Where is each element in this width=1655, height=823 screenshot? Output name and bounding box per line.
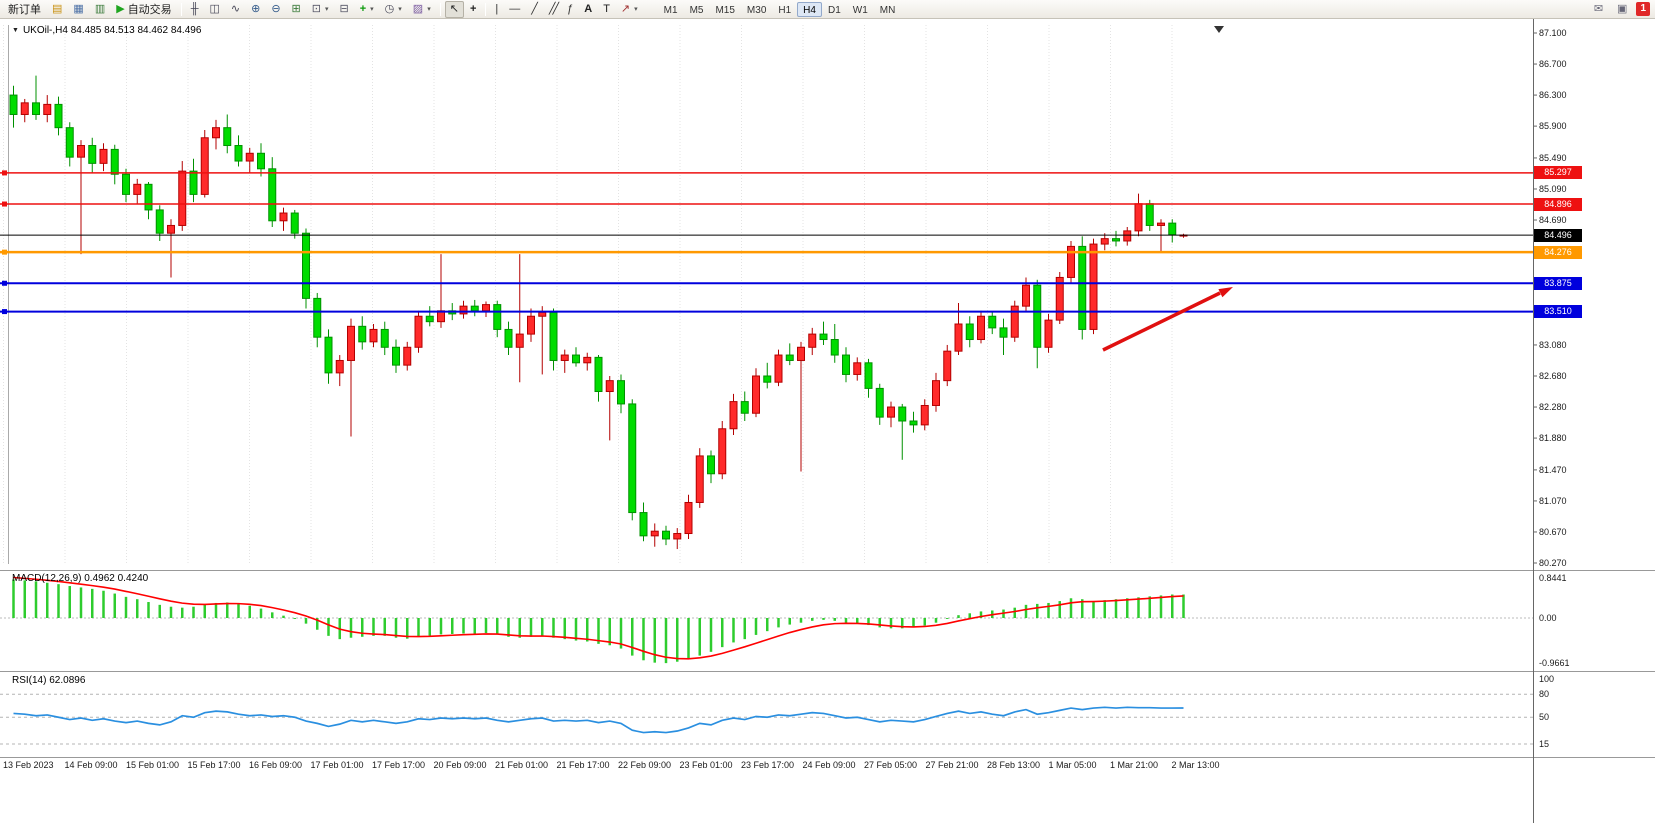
timeframe-m1[interactable]: M1 — [663, 4, 678, 16]
chart-canvas[interactable] — [0, 19, 1655, 823]
tile-windows-button[interactable]: ⊞ — [287, 1, 306, 18]
trendline-button[interactable]: ╱ — [526, 1, 543, 18]
toolbar-separator — [439, 2, 441, 16]
text-icon: A — [584, 2, 593, 15]
charts-button[interactable]: ▦ — [68, 1, 88, 18]
add-indicator-icon: + — [359, 2, 367, 15]
zoom-out-button[interactable]: ⊖ — [266, 1, 285, 18]
chevron-down-icon: ▾ — [634, 6, 638, 13]
zoom-in-button[interactable]: ⊕ — [246, 1, 265, 18]
timeframe-m15[interactable]: M15 — [715, 4, 735, 16]
new-order-label: 新订单 — [8, 4, 41, 16]
arrange-windows-icon: ⊟ — [339, 2, 349, 15]
periods-button[interactable]: ◷ ▾ — [380, 1, 407, 18]
horizontal-line-button[interactable]: — — [504, 1, 525, 18]
line-chart-button[interactable]: ∿ — [226, 1, 245, 18]
panel-button[interactable]: ▣ — [1612, 1, 1632, 18]
timeframe-group: M1 M5 M15 M30 H1 H4 D1 W1 MN — [658, 1, 902, 17]
add-indicator-button[interactable]: + ▾ — [355, 1, 379, 18]
trendline-icon: ╱ — [531, 2, 538, 15]
chart-title-text: UKOil-,H4 84.485 84.513 84.462 84.496 — [22, 25, 202, 36]
mailbox-icon: ✉ — [1593, 2, 1604, 15]
text-tool-button[interactable]: A — [579, 1, 597, 18]
clock-icon: ◷ — [384, 2, 395, 15]
fibonacci-button[interactable]: ƒ — [562, 1, 578, 18]
bar-chart-button[interactable]: ╫ — [186, 1, 204, 18]
market-watch-icon: ▥ — [94, 2, 106, 15]
chevron-down-icon: ▾ — [398, 6, 402, 13]
timeframe-w1[interactable]: W1 — [852, 4, 868, 16]
cursor-icon: ↖ — [449, 2, 459, 15]
autotrade-play-icon: ▶ — [116, 2, 125, 15]
crosshair-icon: + — [469, 2, 477, 15]
shapes-button[interactable]: ↗ ▾ — [616, 1, 643, 18]
panel-grid-icon: ▣ — [1617, 2, 1628, 15]
zoom-in-icon: ⊕ — [251, 2, 261, 15]
rsi-indicator-label: RSI(14) 62.0896 — [12, 675, 86, 686]
zoom-out-icon: ⊖ — [271, 2, 281, 15]
line-chart-icon: ∿ — [230, 2, 241, 15]
chevron-down-icon: ▾ — [324, 6, 329, 13]
toolbar-separator — [485, 2, 487, 16]
macd-indicator-label: MACD(12,26,9) 0.4962 0.4240 — [12, 573, 149, 584]
chart-title: ▼ UKOil-,H4 84.485 84.513 84.462 84.496 — [12, 25, 201, 36]
autotrade-label: 自动交易 — [127, 4, 172, 16]
market-watch-button[interactable]: ▥ — [90, 1, 110, 18]
crosshair-button[interactable]: + — [465, 1, 481, 18]
new-order-button[interactable]: 新订单 — [3, 1, 46, 18]
new-chart-window-icon: ⊡ — [311, 2, 321, 15]
bar-chart-icon: ╫ — [190, 2, 199, 15]
order-ticket-icon: ▤ — [52, 2, 63, 15]
vertical-line-icon: | — [495, 2, 499, 15]
fibonacci-icon: ƒ — [567, 2, 574, 15]
arrow-shape-icon: ↗ — [620, 2, 631, 15]
new-chart-window-button[interactable]: ⊡ ▾ — [307, 1, 334, 18]
timeframe-d1[interactable]: D1 — [827, 4, 841, 16]
arrange-windows-button[interactable]: ⊟ — [335, 1, 354, 18]
toolbar: 新订单 ▤ ▦ ▥ ▶ 自动交易 ╫ ◫ ∿ ⊕ ⊖ ⊞ — [0, 0, 1655, 19]
horizontal-line-icon: — — [509, 2, 521, 15]
autotrade-button[interactable]: ▶ 自动交易 — [111, 1, 176, 18]
candlestick-chart-icon: ◫ — [209, 2, 220, 15]
chart-symbol-marker-icon: ▼ — [12, 27, 19, 34]
notification-badge[interactable]: 1 — [1636, 2, 1650, 16]
toolbar-right: ✉ ▣ 1 — [1589, 1, 1652, 18]
vertical-line-button[interactable]: | — [490, 1, 503, 18]
order-ticket-button[interactable]: ▤ — [47, 1, 67, 18]
templates-button[interactable]: ▨ ▾ — [408, 1, 436, 18]
toolbar-separator — [180, 2, 182, 16]
chart-area: ▼ UKOil-,H4 84.485 84.513 84.462 84.496 … — [0, 19, 1655, 823]
template-icon: ▨ — [412, 2, 424, 15]
text-label-button[interactable]: T — [598, 1, 615, 18]
tile-windows-icon: ⊞ — [291, 2, 301, 15]
cursor-button[interactable]: ↖ — [444, 0, 464, 18]
timeframe-h1[interactable]: H1 — [778, 4, 792, 16]
candlestick-chart-button[interactable]: ◫ — [204, 1, 224, 18]
chevron-down-icon: ▾ — [370, 6, 374, 13]
timeframe-m30[interactable]: M30 — [746, 4, 767, 16]
text-label-icon: T — [603, 2, 610, 15]
timeframe-h4[interactable]: H4 — [797, 1, 822, 17]
timeframe-m5[interactable]: M5 — [689, 4, 704, 16]
charts-icon: ▦ — [73, 2, 84, 15]
channel-button[interactable]: ╱╱ — [544, 1, 561, 18]
mailbox-button[interactable]: ✉ — [1589, 1, 1608, 18]
equidistant-channel-icon: ╱╱ — [548, 2, 559, 15]
chevron-down-icon: ▾ — [427, 6, 431, 13]
timeframe-mn[interactable]: MN — [879, 4, 896, 16]
